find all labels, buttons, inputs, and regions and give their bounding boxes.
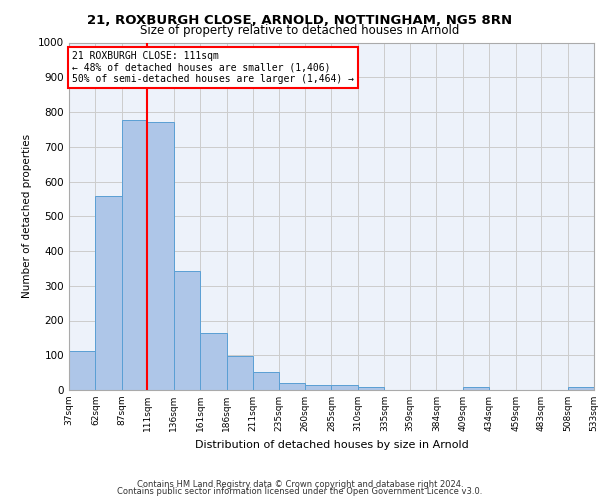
Bar xyxy=(148,122,174,390)
Bar xyxy=(305,385,331,390)
Bar xyxy=(200,332,227,390)
Bar xyxy=(174,271,200,390)
Bar xyxy=(463,386,489,390)
Text: Contains HM Land Registry data © Crown copyright and database right 2024.: Contains HM Land Registry data © Crown c… xyxy=(137,480,463,489)
Bar xyxy=(95,196,122,390)
Bar xyxy=(358,387,385,390)
Bar xyxy=(69,350,95,390)
Bar xyxy=(227,356,253,390)
Bar xyxy=(331,385,358,390)
Text: Size of property relative to detached houses in Arnold: Size of property relative to detached ho… xyxy=(140,24,460,37)
Bar xyxy=(122,120,148,390)
Text: 21, ROXBURGH CLOSE, ARNOLD, NOTTINGHAM, NG5 8RN: 21, ROXBURGH CLOSE, ARNOLD, NOTTINGHAM, … xyxy=(88,14,512,27)
Text: Contains public sector information licensed under the Open Government Licence v3: Contains public sector information licen… xyxy=(118,487,482,496)
Bar xyxy=(253,372,278,390)
Y-axis label: Number of detached properties: Number of detached properties xyxy=(22,134,32,298)
X-axis label: Distribution of detached houses by size in Arnold: Distribution of detached houses by size … xyxy=(194,440,469,450)
Text: 21 ROXBURGH CLOSE: 111sqm
← 48% of detached houses are smaller (1,406)
50% of se: 21 ROXBURGH CLOSE: 111sqm ← 48% of detac… xyxy=(72,51,354,84)
Bar xyxy=(568,386,594,390)
Bar xyxy=(278,383,305,390)
